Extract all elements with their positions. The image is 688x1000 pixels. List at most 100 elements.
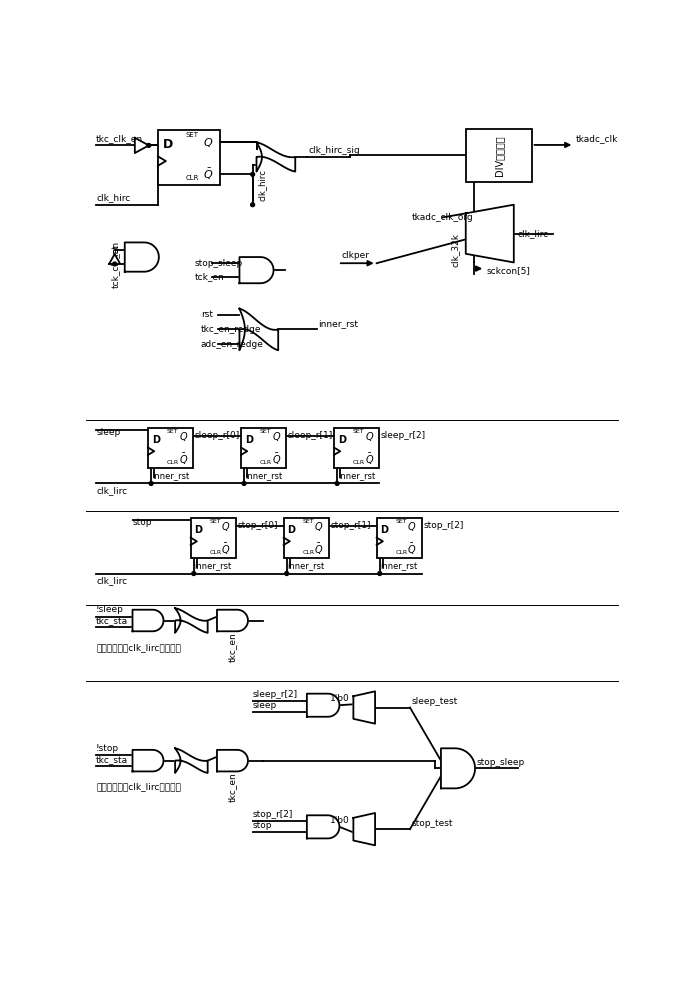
Text: 按键动作使用clk_lirc同步信号: 按键动作使用clk_lirc同步信号 (96, 782, 181, 791)
Polygon shape (466, 205, 514, 262)
Text: SET: SET (185, 132, 198, 138)
Polygon shape (307, 694, 339, 717)
Text: $\bar{Q}$: $\bar{Q}$ (203, 167, 213, 182)
Circle shape (192, 572, 195, 575)
Text: clk_hirc: clk_hirc (96, 193, 130, 202)
Text: sleep_test: sleep_test (411, 697, 458, 706)
Text: inner_rst: inner_rst (288, 561, 325, 570)
Text: $Q$: $Q$ (221, 520, 230, 533)
Polygon shape (175, 608, 208, 633)
Text: $Q$: $Q$ (272, 430, 281, 443)
Text: sckcon[5]: sckcon[5] (486, 266, 530, 275)
Circle shape (285, 572, 289, 575)
Text: stop: stop (252, 821, 272, 830)
Text: CLR: CLR (260, 460, 272, 465)
Text: tkc_en: tkc_en (228, 772, 237, 802)
Text: stop_sleep: stop_sleep (477, 758, 525, 767)
Text: inner_rst: inner_rst (245, 471, 282, 480)
Text: rst: rst (201, 310, 213, 319)
Text: $\bar{Q}$: $\bar{Q}$ (179, 452, 188, 467)
Text: clk_lirc: clk_lirc (96, 486, 127, 495)
Text: CLR: CLR (185, 175, 199, 181)
Bar (158, 130, 220, 185)
Circle shape (250, 203, 255, 207)
Text: tkc_sta: tkc_sta (96, 616, 128, 625)
Text: clkper: clkper (342, 251, 369, 260)
Text: tkadc_clk_org: tkadc_clk_org (411, 213, 473, 222)
Text: DIV分频模块: DIV分频模块 (494, 135, 504, 176)
Text: $Q$: $Q$ (314, 520, 323, 533)
Polygon shape (441, 748, 475, 788)
Text: tkc_sta: tkc_sta (96, 755, 128, 764)
Bar (376, 518, 422, 558)
Text: inner_rst: inner_rst (338, 471, 375, 480)
Text: stop_r[2]: stop_r[2] (252, 810, 293, 819)
Text: SET: SET (167, 429, 178, 434)
Polygon shape (354, 813, 375, 845)
Bar (148, 428, 193, 468)
Text: 1'b0: 1'b0 (330, 816, 350, 825)
Text: D: D (163, 138, 173, 151)
Polygon shape (307, 815, 339, 838)
Bar (283, 518, 329, 558)
Text: 按键动作使用clk_lirc同步信号: 按键动作使用clk_lirc同步信号 (96, 644, 181, 653)
Text: $\bar{Q}$: $\bar{Q}$ (272, 452, 281, 467)
Text: D: D (152, 435, 160, 445)
Text: inner_rst: inner_rst (152, 471, 189, 480)
Polygon shape (109, 254, 120, 264)
Text: sleep_r[2]: sleep_r[2] (252, 690, 298, 699)
Text: $\bar{Q}$: $\bar{Q}$ (365, 452, 374, 467)
Text: !sleep: !sleep (96, 605, 124, 614)
Text: tkadc_clk: tkadc_clk (576, 134, 619, 143)
Text: sleep: sleep (96, 428, 120, 437)
Text: sleep_r[2]: sleep_r[2] (380, 431, 426, 440)
Text: stop_test: stop_test (411, 819, 453, 828)
Text: D: D (288, 525, 296, 535)
Text: SET: SET (260, 429, 272, 434)
Text: $Q$: $Q$ (179, 430, 188, 443)
Bar (334, 428, 379, 468)
Text: CLR: CLR (303, 550, 314, 555)
Text: tck_en: tck_en (195, 273, 224, 282)
Polygon shape (239, 309, 278, 350)
Text: D: D (245, 435, 253, 445)
Circle shape (378, 572, 382, 575)
Polygon shape (135, 138, 149, 153)
Text: inner_rst: inner_rst (195, 561, 232, 570)
Circle shape (335, 482, 339, 485)
Polygon shape (217, 750, 248, 771)
Text: sleep: sleep (252, 701, 277, 710)
Circle shape (242, 482, 246, 485)
Text: CLR: CLR (353, 460, 365, 465)
Text: inner_rst: inner_rst (319, 319, 358, 328)
Text: stop: stop (133, 518, 152, 527)
Text: $\bar{Q}$: $\bar{Q}$ (407, 542, 416, 557)
Polygon shape (354, 691, 375, 724)
Text: D: D (195, 525, 202, 535)
Text: !stop: !stop (96, 744, 119, 753)
Text: $\bar{Q}$: $\bar{Q}$ (314, 542, 323, 557)
Text: $\bar{Q}$: $\bar{Q}$ (221, 542, 230, 557)
Text: $Q$: $Q$ (203, 136, 213, 149)
Circle shape (113, 262, 116, 266)
Circle shape (147, 143, 151, 147)
Text: adc_en_redge: adc_en_redge (201, 340, 264, 349)
Text: CLR: CLR (167, 460, 179, 465)
Text: stop_r[2]: stop_r[2] (423, 521, 464, 530)
Text: 1'b0: 1'b0 (330, 694, 350, 703)
Circle shape (250, 172, 255, 176)
Bar (241, 428, 286, 468)
Polygon shape (125, 242, 159, 272)
Bar (466, 129, 532, 182)
Text: clk_lirc: clk_lirc (517, 229, 549, 238)
Polygon shape (175, 748, 208, 773)
Text: clk_hirc_sig: clk_hirc_sig (308, 146, 361, 155)
Text: inner_rst: inner_rst (380, 561, 418, 570)
Text: SET: SET (303, 519, 314, 524)
Text: tkc_en: tkc_en (228, 632, 237, 662)
Polygon shape (257, 142, 295, 172)
Text: stop_r[1]: stop_r[1] (330, 521, 371, 530)
Text: sleep_r[1]: sleep_r[1] (288, 431, 333, 440)
Text: D: D (380, 525, 389, 535)
Text: clk_32k: clk_32k (451, 233, 460, 267)
